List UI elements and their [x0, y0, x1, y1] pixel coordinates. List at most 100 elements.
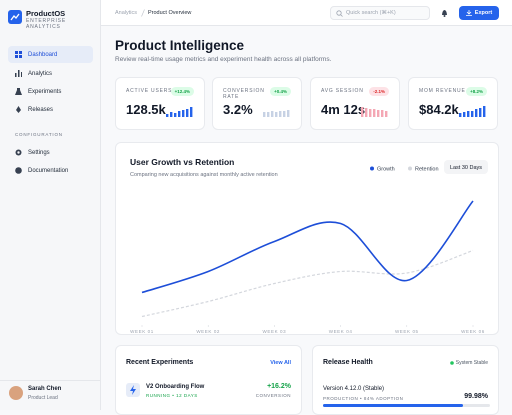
spark-bar [365, 108, 368, 117]
spark-bar [369, 109, 372, 117]
kpi-label: AVG SESSION [321, 88, 364, 94]
legend-label: Growth [377, 167, 395, 173]
release-version: Version 4.12.0 (Stable) [323, 386, 385, 392]
spark-bar [361, 107, 364, 117]
kpi-change: -2.1% [369, 87, 389, 96]
kpi-card: CONVERSION RATE +0.4% 3.2% [212, 77, 302, 130]
kpi-value: 128.5k [126, 102, 166, 117]
spark-bar [475, 109, 478, 117]
spark-bar [373, 109, 376, 117]
kpi-card: AVG SESSION -2.1% 4m 12s [310, 77, 400, 130]
experiments-card: Recent Experiments View All V2 Onboardin… [115, 345, 302, 415]
x-tick-label: WEEK 05 [395, 329, 419, 334]
chart-card: User Growth vs Retention Comparing new a… [115, 142, 499, 335]
release-uptime: 99.98% [464, 393, 488, 400]
legend-label: Retention [415, 167, 439, 173]
spark-bar [483, 106, 486, 117]
page-title: Product Intelligence [115, 38, 245, 53]
search-placeholder: Quick search (⌘+K) [346, 10, 396, 16]
status-dot [450, 361, 454, 365]
spark-bar [479, 108, 482, 117]
spark-bar [471, 111, 474, 117]
x-tick-label: WEEK 01 [130, 329, 154, 334]
breadcrumb-separator [141, 9, 145, 17]
nav-item[interactable]: Releases [8, 101, 93, 118]
kpi-change: +12.4% [170, 87, 194, 96]
nav-item[interactable]: Analytics [8, 65, 93, 82]
kpi-card: MOM REVENUE +8.2% $84.2k [408, 77, 498, 130]
brand-sub: ENTERPRISE ANALYTICS [26, 18, 66, 30]
series-line [141, 200, 474, 294]
nav-label: Releases [28, 106, 54, 113]
series-line [141, 249, 474, 318]
x-tick-label: WEEK 04 [329, 329, 353, 334]
experiment-icon [126, 383, 140, 397]
x-tick-label: WEEK 03 [263, 329, 287, 334]
nav-label: Analytics [28, 70, 53, 77]
nav-item[interactable]: Dashboard [8, 46, 93, 63]
chart-subtitle: Comparing new acquisitions against month… [130, 172, 278, 178]
export-button[interactable]: Export [459, 6, 499, 20]
spark-bar [279, 111, 282, 117]
spark-bar [267, 112, 270, 117]
nav-label: Dashboard [28, 51, 58, 58]
page-subtitle: Review real-time usage metrics and exper… [115, 56, 332, 63]
kpi-value: 4m 12s [321, 102, 366, 117]
sparkline [166, 107, 193, 117]
sparkline [361, 107, 388, 117]
kpi-label: CONVERSION RATE [223, 88, 265, 100]
spark-bar [186, 109, 189, 117]
status-label: System Stable [455, 360, 488, 366]
chart: User Growth vs Retention Comparing new a… [130, 157, 488, 334]
avatar [9, 386, 23, 400]
search-box[interactable]: Quick search (⌘+K) [330, 6, 430, 20]
range-button[interactable] [444, 160, 488, 174]
spark-bar [385, 111, 388, 117]
notifications[interactable] [441, 9, 448, 17]
spark-bar [463, 112, 466, 117]
brand: ProductOS [26, 9, 66, 18]
logo [8, 10, 22, 24]
spark-bar [178, 111, 181, 117]
spark-bar [467, 111, 470, 117]
spark-bar [271, 111, 274, 117]
card-title: Release Health [323, 359, 373, 366]
kpi-value: 3.2% [223, 102, 253, 117]
x-tick-label: WEEK 06 [461, 329, 485, 334]
sparkline [263, 110, 290, 117]
spark-bar [283, 111, 286, 117]
spark-bar [381, 110, 384, 117]
breadcrumb: Product Overview [148, 10, 192, 16]
chart-title: User Growth vs Retention [130, 157, 234, 167]
experiment-metric: CONVERSION [255, 393, 291, 398]
breadcrumb[interactable]: Analytics [115, 10, 138, 16]
view-all-link[interactable]: View All [270, 360, 291, 366]
kpi-value: $84.2k [419, 102, 459, 117]
user-name: Sarah Chen [28, 386, 62, 392]
nav-item[interactable]: Experiments [8, 83, 93, 100]
sparkline [459, 106, 486, 117]
legend-marker [370, 166, 374, 171]
progress-track [323, 404, 490, 407]
spark-bar [166, 114, 169, 117]
nav-item[interactable]: Settings [8, 144, 93, 161]
nav-item[interactable]: Documentation [8, 162, 93, 179]
nav-label: Experiments [28, 88, 62, 95]
spark-bar [182, 110, 185, 117]
spark-bar [287, 110, 290, 117]
range-label: Last 30 Days [450, 165, 482, 171]
user-role: Product Lead [28, 395, 58, 401]
kpi-card: ACTIVE USERS +12.4% 128.5k [115, 77, 205, 130]
card-title: Recent Experiments [126, 359, 194, 366]
spark-bar [377, 110, 380, 117]
x-tick-label: WEEK 02 [196, 329, 220, 334]
experiment-name: V2 Onboarding Flow [146, 384, 205, 390]
kpi-label: MOM REVENUE [419, 88, 466, 94]
kpi-change: +8.2% [466, 87, 487, 96]
release-detail: PRODUCTION • 84% ADOPTION [323, 396, 404, 401]
spark-bar [459, 113, 462, 117]
progress-fill [323, 404, 464, 407]
spark-bar [174, 113, 177, 117]
spark-bar [275, 112, 278, 117]
